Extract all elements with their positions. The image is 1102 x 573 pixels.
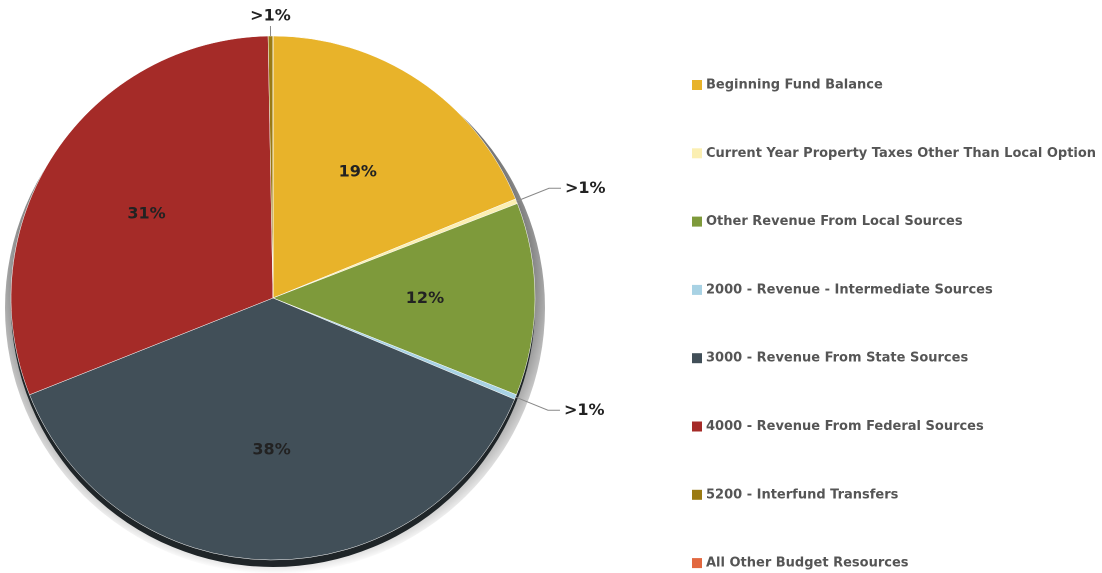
leader-line: [515, 396, 560, 411]
legend-swatch[interactable]: [692, 421, 702, 432]
legend-label[interactable]: 5200 - Interfund Transfers: [706, 487, 899, 502]
slice-label: >1%: [250, 6, 291, 25]
pie-slice: [272, 203, 536, 396]
slice-label: 38%: [252, 439, 290, 458]
slice-label: 12%: [406, 288, 444, 307]
slice-label: 19%: [339, 161, 377, 180]
leader-line: [516, 187, 562, 202]
legend-label[interactable]: Current Year Property Taxes Other Than L…: [706, 146, 1096, 161]
legend-label[interactable]: 2000 - Revenue - Intermediate Sources: [706, 282, 993, 297]
slice-label: >1%: [564, 400, 605, 419]
legend-swatch[interactable]: [692, 216, 702, 227]
legend-swatch[interactable]: [692, 489, 702, 500]
legend-label[interactable]: Other Revenue From Local Sources: [706, 214, 963, 229]
pie-slice: [272, 35, 516, 299]
legend-label[interactable]: All Other Budget Resources: [706, 556, 909, 571]
legend-label[interactable]: Beginning Fund Balance: [706, 78, 883, 93]
legend-swatch[interactable]: [692, 284, 702, 295]
pie-slice: [29, 297, 515, 561]
pie-slice: [10, 35, 274, 396]
legend-label[interactable]: 3000 - Revenue From State Sources: [706, 351, 968, 366]
legend-swatch[interactable]: [692, 148, 702, 159]
slice-label: 31%: [127, 203, 165, 222]
slice-label: >1%: [565, 178, 606, 197]
legend-swatch[interactable]: [692, 353, 702, 364]
legend-swatch[interactable]: [692, 80, 702, 90]
legend-label[interactable]: 4000 - Revenue From Federal Sources: [706, 419, 984, 434]
legend-swatch[interactable]: [692, 558, 702, 569]
